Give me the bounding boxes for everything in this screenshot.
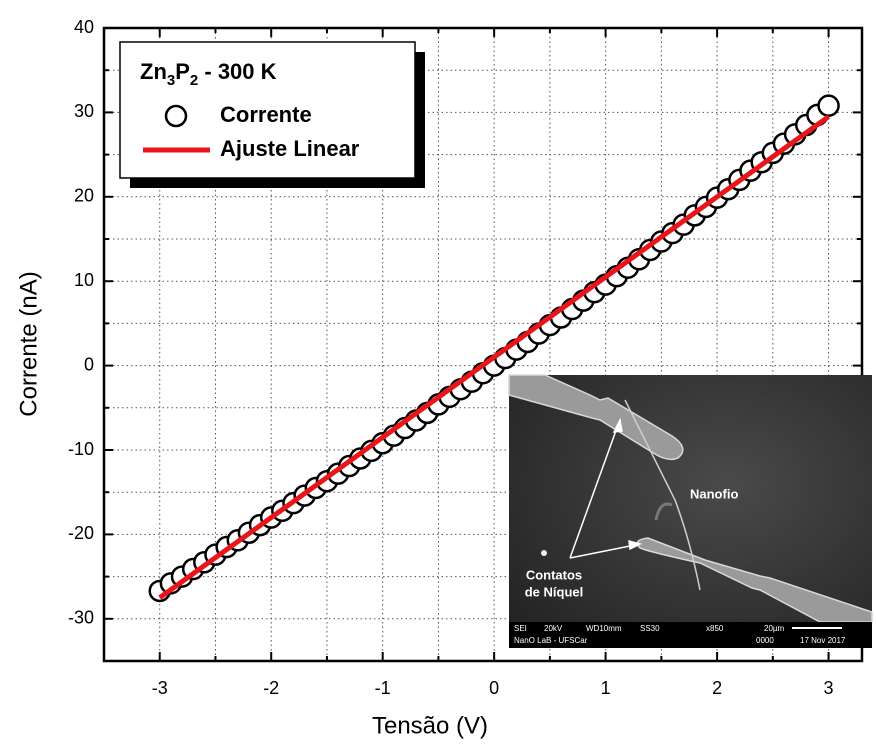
inset-footer-text: WD10mm (586, 624, 622, 633)
x-axis-label: Tensão (V) (372, 712, 488, 739)
legend-label: Ajuste Linear (220, 136, 360, 161)
y-tick-label: -30 (68, 608, 94, 628)
inset-footer-text: 0000 (756, 636, 774, 645)
data-point (819, 96, 839, 116)
y-tick-label: -10 (68, 439, 94, 459)
inset-footer-text: NanO LaB - UFSCar (514, 636, 588, 645)
x-tick-label: -1 (375, 678, 391, 698)
inset-footer-text: 20kV (544, 624, 563, 633)
x-tick-label: 1 (601, 678, 611, 698)
legend-label: Corrente (220, 102, 312, 127)
x-tick-label: 3 (824, 678, 834, 698)
inset-footer-text: x850 (706, 624, 724, 633)
x-tick-label: 0 (489, 678, 499, 698)
inset-label: Nanofio (690, 486, 738, 501)
y-tick-label: 40 (74, 17, 94, 37)
inset-footer-text: 20µm (764, 624, 785, 633)
legend-marker (166, 106, 186, 126)
y-axis-label: Corrente (nA) (15, 271, 42, 416)
inset-label: Contatos (526, 567, 582, 582)
inset-footer-text: SS30 (640, 624, 660, 633)
x-tick-label: -3 (152, 678, 168, 698)
y-tick-label: -20 (68, 523, 94, 543)
x-tick-label: -2 (263, 678, 279, 698)
x-tick-label: 2 (712, 678, 722, 698)
inset-image: Nanofio Contatos de Níquel SEI 20kV WD10mm… (509, 375, 872, 648)
y-tick-label: 0 (84, 354, 94, 374)
inset-label: de Níquel (525, 584, 584, 599)
inset-footer-text: 17 Nov 2017 (800, 636, 846, 645)
inset-footer-text: SEI (514, 624, 527, 633)
y-tick-label: 20 (74, 186, 94, 206)
chart: -3-2-10123-30-20-10010203040 Tensão (V) … (0, 0, 876, 745)
y-tick-label: 30 (74, 101, 94, 121)
y-tick-label: 10 (74, 270, 94, 290)
